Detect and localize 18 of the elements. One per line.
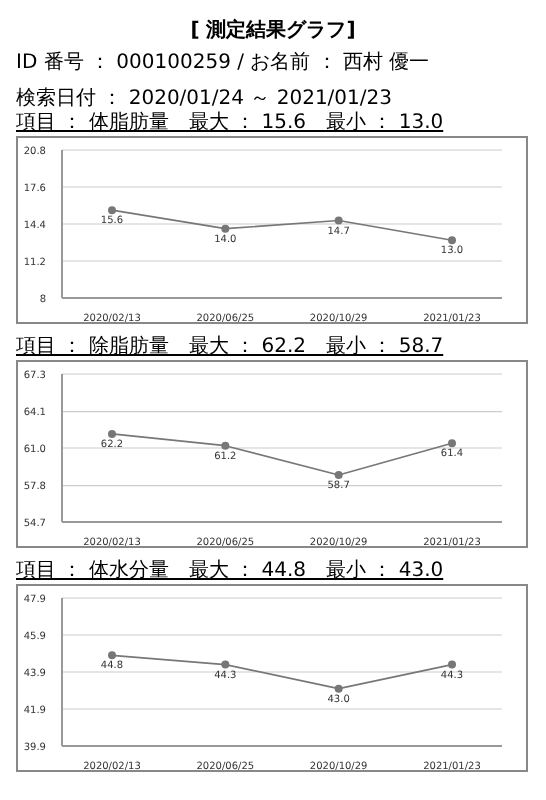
- chart-subtitle: ID 番号 ： 000100259 / お名前 ： 西村 優一: [16, 52, 432, 76]
- point: [334, 684, 343, 693]
- point: [108, 206, 116, 215]
- text: 項目 ： 体脂肪量 最大 ： 15.6 最小 ： 13.0: [16, 112, 446, 136]
- point: [448, 660, 456, 669]
- text: 項目 ： 体水分量 最大 ： 44.8 最小 ： 43.0: [16, 560, 446, 584]
- point: [108, 651, 116, 660]
- point: [221, 441, 230, 450]
- point: [448, 236, 456, 245]
- point: [334, 471, 343, 480]
- point: [221, 660, 230, 669]
- point: [334, 216, 343, 225]
- chart-title: [ 測定結果グラフ]: [188, 16, 358, 44]
- point: [108, 429, 116, 438]
- point: [221, 224, 230, 233]
- text: 検索日付 ： 2020/01/24 ～ 2021/01/23: [16, 88, 394, 111]
- point: [448, 439, 456, 448]
- text: 項目 ： 除脂肪量 最大 ： 62.2 最小 ： 58.7: [16, 336, 446, 360]
